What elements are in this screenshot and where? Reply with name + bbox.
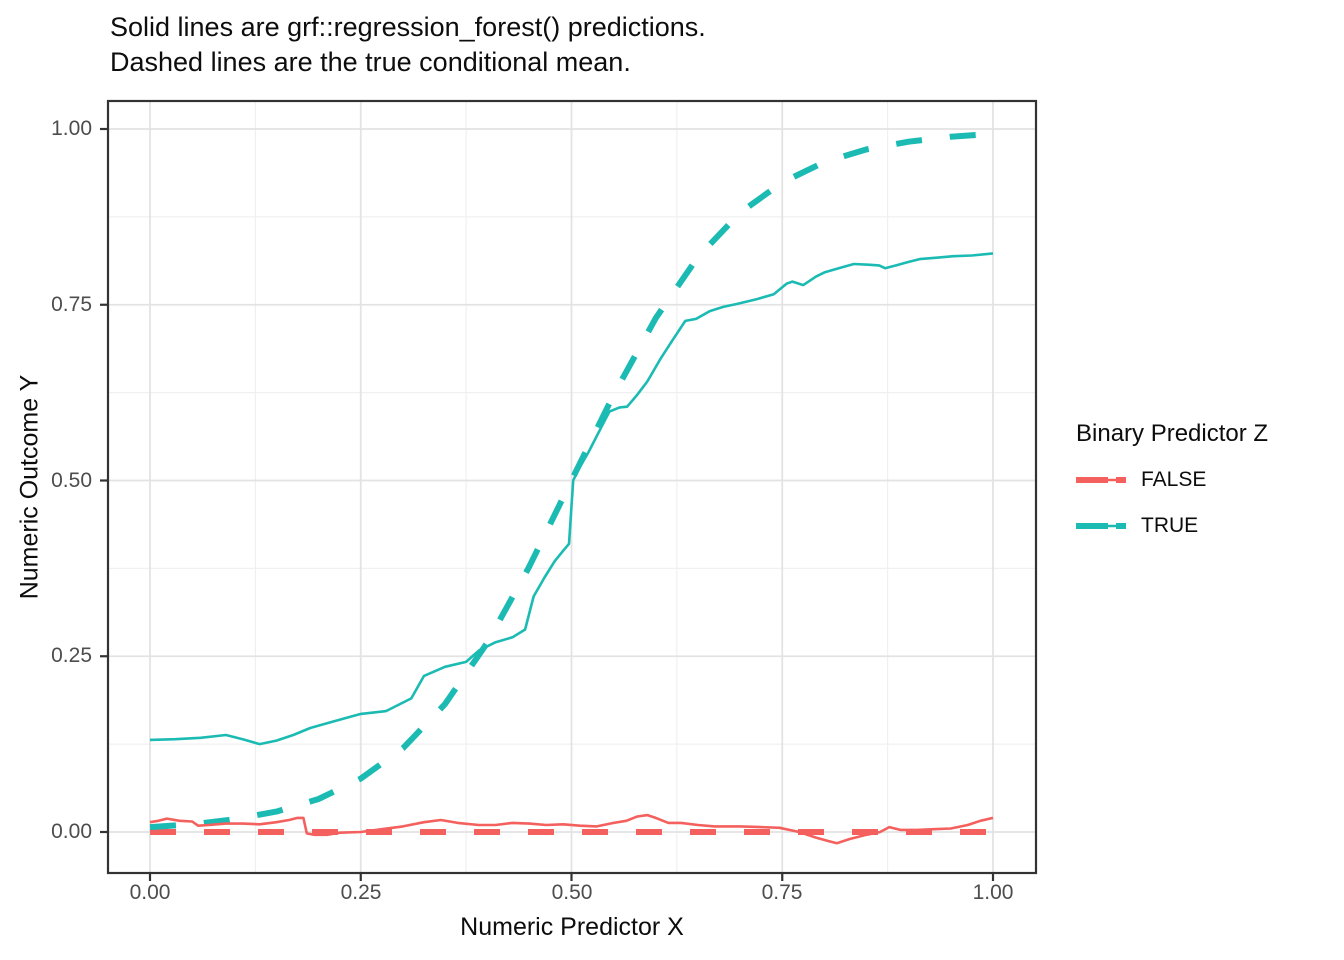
y-tick-label: 0.75 xyxy=(51,293,92,316)
legend: Binary Predictor Z FALSE TRUE xyxy=(1076,420,1336,540)
x-tick-label: 1.00 xyxy=(972,881,1014,904)
y-axis-title: Numeric Outcome Y xyxy=(15,374,44,600)
legend-key-false-icon xyxy=(1076,477,1126,483)
plot-title-line-1: Solid lines are grf::regression_forest()… xyxy=(110,12,706,42)
legend-label-false: FALSE xyxy=(1141,468,1207,491)
y-tick-label: 0.25 xyxy=(51,644,92,667)
legend-entry-false: FALSE xyxy=(1076,466,1336,494)
x-tick-label: 0.50 xyxy=(551,881,593,904)
x-tick-label: 0.25 xyxy=(340,881,382,904)
x-tick-label: 0.00 xyxy=(129,881,171,904)
x-tick-label: 0.75 xyxy=(761,881,803,904)
legend-entry-true: TRUE xyxy=(1076,512,1336,540)
plot-panel xyxy=(100,99,1038,881)
plot-title: Solid lines are grf::regression_forest()… xyxy=(110,10,706,80)
y-tick-label: 0.00 xyxy=(51,820,92,843)
legend-label-true: TRUE xyxy=(1141,514,1199,537)
plot-title-line-2: Dashed lines are the true conditional me… xyxy=(110,47,631,77)
x-axis-title: Numeric Predictor X xyxy=(460,913,684,941)
legend-key-true-icon xyxy=(1076,523,1126,529)
y-tick-label: 1.00 xyxy=(51,117,92,140)
legend-title: Binary Predictor Z xyxy=(1076,420,1269,447)
y-tick-label: 0.50 xyxy=(51,469,92,492)
